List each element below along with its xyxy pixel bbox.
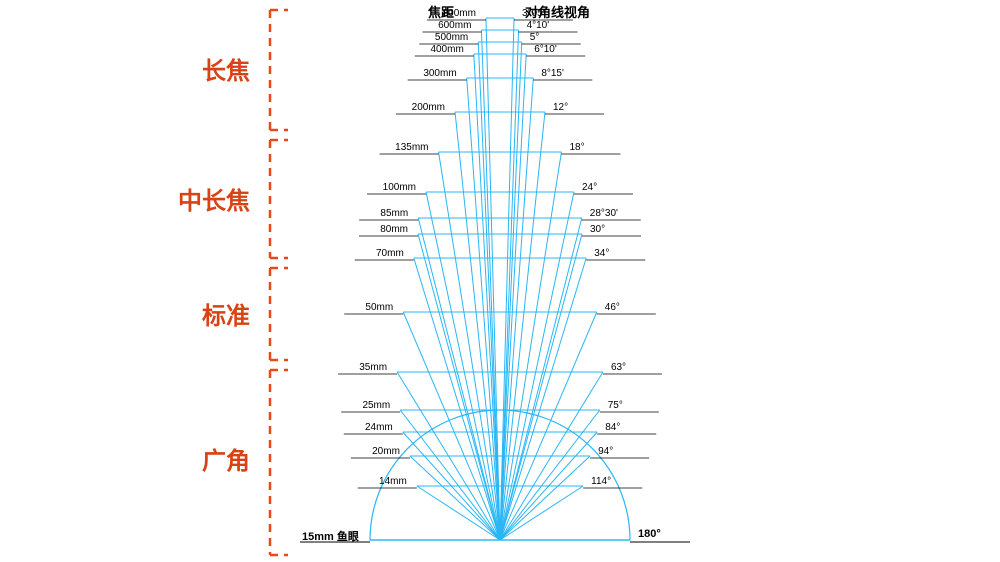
focal-length-label: 400mm [415, 44, 464, 55]
angle-label: 94° [598, 446, 613, 457]
focal-length-label: 300mm [408, 68, 457, 79]
focal-length-label: 135mm [380, 142, 429, 153]
angle-label: 34° [594, 248, 609, 259]
angle-label: 114° [591, 476, 611, 487]
category-label: 中长焦 [178, 181, 250, 216]
angle-label: 12° [553, 102, 568, 113]
category-label: 长焦 [202, 51, 250, 86]
angle-label: 63° [611, 362, 626, 373]
angle-label: 4°10' [527, 20, 550, 31]
angle-label: 6°10' [534, 44, 557, 55]
focal-length-label: 20mm [351, 446, 400, 457]
angle-label: 24° [582, 182, 597, 193]
focal-length-label: 25mm [341, 400, 390, 411]
angle-label: 84° [605, 422, 620, 433]
focal-length-label: 600mm [422, 20, 471, 31]
focal-length-diagram [0, 0, 1000, 562]
header-right: 对角线视角 [525, 2, 590, 21]
angle-label: 30° [590, 224, 605, 235]
focal-length-label: 500mm [419, 32, 468, 43]
angle-label: 75° [608, 400, 623, 411]
fisheye-right-label: 180° [638, 528, 661, 540]
focal-length-label: 85mm [359, 208, 408, 219]
focal-length-label: 35mm [338, 362, 387, 373]
focal-length-label: 14mm [358, 476, 407, 487]
category-label: 标准 [202, 296, 250, 331]
focal-length-label: 24mm [344, 422, 393, 433]
angle-label: 5° [530, 32, 540, 43]
angle-label: 46° [605, 302, 620, 313]
focal-length-label: 70mm [355, 248, 404, 259]
angle-label: 18° [569, 142, 584, 153]
focal-length-label: 100mm [367, 182, 416, 193]
angle-label: 8°15' [541, 68, 564, 79]
angle-label: 28°30' [590, 208, 618, 219]
focal-length-label: 50mm [344, 302, 393, 313]
category-label: 广角 [202, 441, 250, 476]
focal-length-label: 200mm [396, 102, 445, 113]
focal-length-label: 80mm [359, 224, 408, 235]
header-left: 焦距 [428, 2, 454, 21]
fisheye-left-label: 15mm 鱼眼 [302, 528, 359, 544]
